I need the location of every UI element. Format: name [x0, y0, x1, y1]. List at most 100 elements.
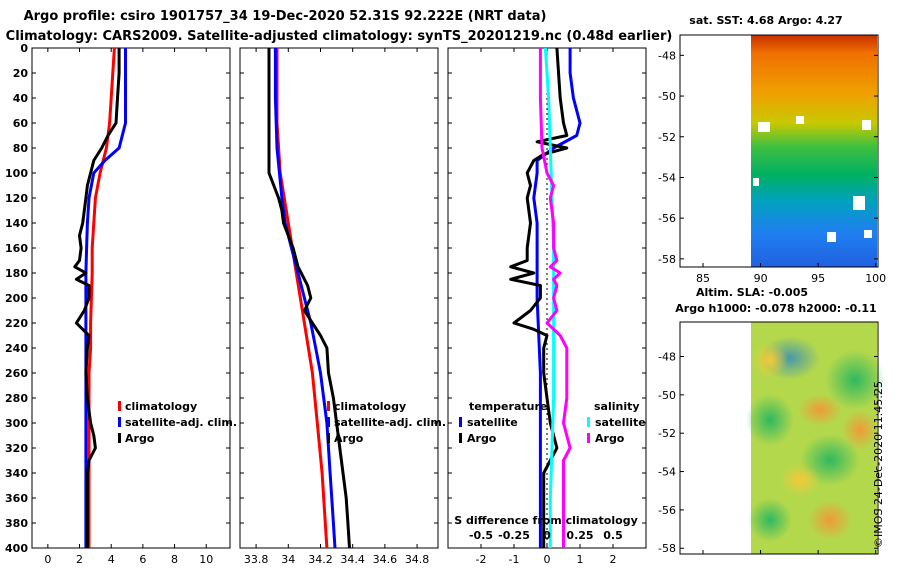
- lon-tick-label: 90: [754, 272, 768, 285]
- x-tick-label: 2: [76, 553, 83, 566]
- series-line-temperature-satellite: [532, 48, 582, 548]
- depth-tick-label: 80: [13, 142, 29, 155]
- cloud-gap: [753, 178, 759, 186]
- legend-swatch-temp-satellite: [459, 417, 462, 427]
- sst-latitude-axis: -48 -50 -52 -54 -56 -58: [658, 49, 878, 266]
- series-line-temperature-argo: [509, 47, 569, 548]
- sla-latitude-axis: -48 -50 -52 -54 -56 -58: [658, 351, 878, 555]
- lat-tick-label: -52: [658, 427, 676, 440]
- sla-high-blob: [798, 394, 842, 426]
- cloud-gap: [853, 196, 865, 210]
- legend-swatch-climatology: [118, 401, 121, 411]
- salinity-series: [267, 48, 351, 549]
- x-tick-label: 8: [171, 553, 178, 566]
- depth-tick-label: 240: [5, 342, 28, 355]
- legend-swatch-argo: [327, 433, 330, 443]
- lat-tick-label: -56: [658, 212, 676, 225]
- salinity-panel: 33.8 34 34.2 34.4 34.6 34.8 climatology satel…: [239, 47, 446, 566]
- temperature-panel: 0204060801001201401601802002202402602803…: [5, 42, 237, 566]
- legend-label-temp-argo: Argo: [467, 432, 497, 445]
- x-tick-label: 34.8: [405, 553, 430, 566]
- sla-blobs: [746, 336, 885, 542]
- legend-label-sal-satellite: satellite: [595, 416, 646, 429]
- x-tick-label: 1: [577, 553, 584, 566]
- temperature-series: [73, 47, 127, 548]
- sla-mid-blob: [780, 464, 820, 496]
- salinity-legend: climatology satellite-adj. clim. Argo: [327, 400, 446, 445]
- depth-tick-label: 180: [5, 267, 28, 280]
- depth-tick-label: 100: [5, 167, 28, 180]
- cloud-gap: [862, 120, 871, 130]
- legend-label-climatology: climatology: [334, 400, 406, 413]
- s-difference-tick-label: 0.5: [603, 529, 623, 542]
- difference-series: [509, 47, 582, 548]
- s-difference-tick-label: 0: [543, 529, 551, 542]
- salinity-x-axis: 33.8 34 34.2 34.4 34.6 34.8: [244, 48, 429, 566]
- sst-field: [751, 35, 877, 267]
- legend-label-temp-satellite: satellite: [467, 416, 518, 429]
- x-tick-label: 34.6: [373, 553, 398, 566]
- depth-tick-label: 60: [13, 117, 29, 130]
- depth-tick-label: 0: [20, 42, 28, 55]
- header-line1: Argo profile: csiro 1901757_34 19-Dec-20…: [24, 9, 547, 24]
- legend-swatch-satellite: [327, 417, 330, 427]
- x-tick-label: 33.8: [244, 553, 269, 566]
- sla-low-blob: [825, 350, 885, 410]
- legend-label-satellite: satellite-adj. clim.: [334, 416, 446, 429]
- lat-tick-label: -54: [658, 171, 676, 184]
- legend-swatch-argo: [118, 433, 121, 443]
- lat-tick-label: -48: [658, 351, 676, 364]
- depth-tick-label: 120: [5, 192, 28, 205]
- series-line-argo: [73, 48, 121, 548]
- lon-tick-label: 85: [696, 272, 710, 285]
- sst-map: sat. SST: 4.68 Argo: 4.27 -48 -50 -52 -54 -5…: [658, 14, 886, 285]
- series-line-satellite-adj-clim: [273, 48, 337, 549]
- s-difference-tick-label: -0.25: [498, 529, 530, 542]
- depth-tick-label: 220: [5, 317, 28, 330]
- legend-swatch-temp-argo: [459, 433, 462, 443]
- sla-map-frame: [679, 321, 879, 555]
- sla-low-blob: [748, 498, 792, 542]
- sla-high-blob: [808, 500, 852, 540]
- depth-tick-label: 140: [5, 217, 28, 230]
- lat-tick-label: -54: [658, 466, 676, 479]
- sla-argo-heights: Argo h1000: -0.078 h2000: -0.11: [675, 302, 876, 315]
- depth-tick-label: 260: [5, 367, 28, 380]
- lat-tick-label: -58: [658, 253, 676, 266]
- salinity-depth-ticks: [240, 47, 438, 549]
- legend-label-satellite: satellite-adj. clim.: [125, 416, 237, 429]
- s-difference-tick-label: -0.5: [469, 529, 493, 542]
- legend-title-temperature: temperature: [469, 400, 547, 413]
- sst-cloud-gaps: [753, 116, 872, 242]
- x-tick-label: 6: [139, 553, 146, 566]
- header-line2: Climatology: CARS2009. Satellite-adjuste…: [6, 29, 673, 44]
- s-difference-ticks: -0.5 -0.25 0 0.25 0.5: [469, 529, 623, 542]
- difference-legend: temperature satellite Argo salinity sate…: [454, 400, 645, 542]
- x-tick-label: 34.2: [308, 553, 333, 566]
- temperature-legend: climatology satellite-adj. clim. Argo: [118, 400, 237, 445]
- x-tick-label: 0: [44, 553, 51, 566]
- series-line-salinity-argo: [538, 48, 572, 548]
- sla-mid-blob: [752, 342, 788, 378]
- legend-swatch-climatology: [327, 401, 330, 411]
- depth-tick-label: 320: [5, 442, 28, 455]
- sst-longitude-axis: 85 90 95 100: [696, 263, 886, 285]
- x-tick-label: 34: [281, 553, 295, 566]
- x-tick-label: 2: [610, 553, 617, 566]
- temperature-x-axis: 0 2 4 6 8 10: [44, 48, 213, 566]
- depth-tick-label: 280: [5, 392, 28, 405]
- x-tick-label: -2: [476, 553, 487, 566]
- legend-label-argo: Argo: [125, 432, 155, 445]
- x-tick-label: 34.4: [340, 553, 365, 566]
- temperature-plot-frame: [31, 47, 231, 549]
- difference-depth-ticks: [448, 47, 646, 549]
- sla-high-blob: [842, 410, 878, 450]
- sla-map: Altim. SLA: -0.005 Argo h1000: -0.078 h2…: [658, 286, 885, 555]
- difference-x-axis: -2 -1 0 1 2: [476, 48, 617, 566]
- legend-label-climatology: climatology: [125, 400, 197, 413]
- sla-longitude-axis: [702, 550, 877, 554]
- sla-title: Altim. SLA: -0.005: [696, 286, 808, 299]
- x-tick-label: -1: [509, 553, 520, 566]
- lat-tick-label: -58: [658, 542, 676, 555]
